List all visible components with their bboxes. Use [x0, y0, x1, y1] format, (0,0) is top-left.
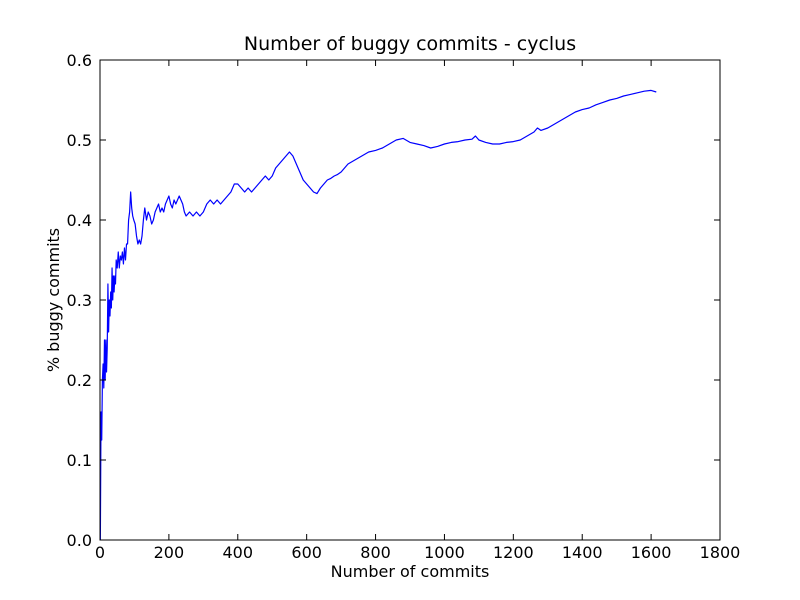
x-tick-label: 1200	[493, 543, 534, 562]
y-tick-label: 0.2	[67, 371, 92, 390]
x-tick-label: 0	[95, 543, 105, 562]
x-tick-label: 400	[223, 543, 254, 562]
y-tick-label: 0.6	[67, 51, 92, 70]
y-tick-label: 0.3	[67, 291, 92, 310]
x-tick-label: 600	[291, 543, 322, 562]
ticks-layer: 0 200 400 600 800 1000 1200 1400 1600 1800 0.0 0.1 0…	[67, 51, 741, 562]
chart-title: Number of buggy commits - cyclus	[244, 33, 576, 55]
plot-area	[100, 60, 720, 540]
series-layer	[99, 89, 657, 541]
x-axis-title: Number of commits	[331, 562, 490, 581]
y-tick-label: 0.0	[67, 531, 92, 550]
y-tick-label: 0.4	[67, 211, 92, 230]
x-tick-label: 1800	[700, 543, 741, 562]
x-tick-label: 1000	[424, 543, 465, 562]
x-tick-label: 800	[360, 543, 391, 562]
y-tick-label: 0.1	[67, 451, 92, 470]
y-tick-label: 0.5	[67, 131, 92, 150]
y-axis-title: % buggy commits	[44, 228, 63, 372]
x-tick-label: 1400	[562, 543, 603, 562]
series-line	[99, 89, 657, 541]
x-tick-label: 1600	[631, 543, 672, 562]
x-tick-label: 200	[154, 543, 185, 562]
